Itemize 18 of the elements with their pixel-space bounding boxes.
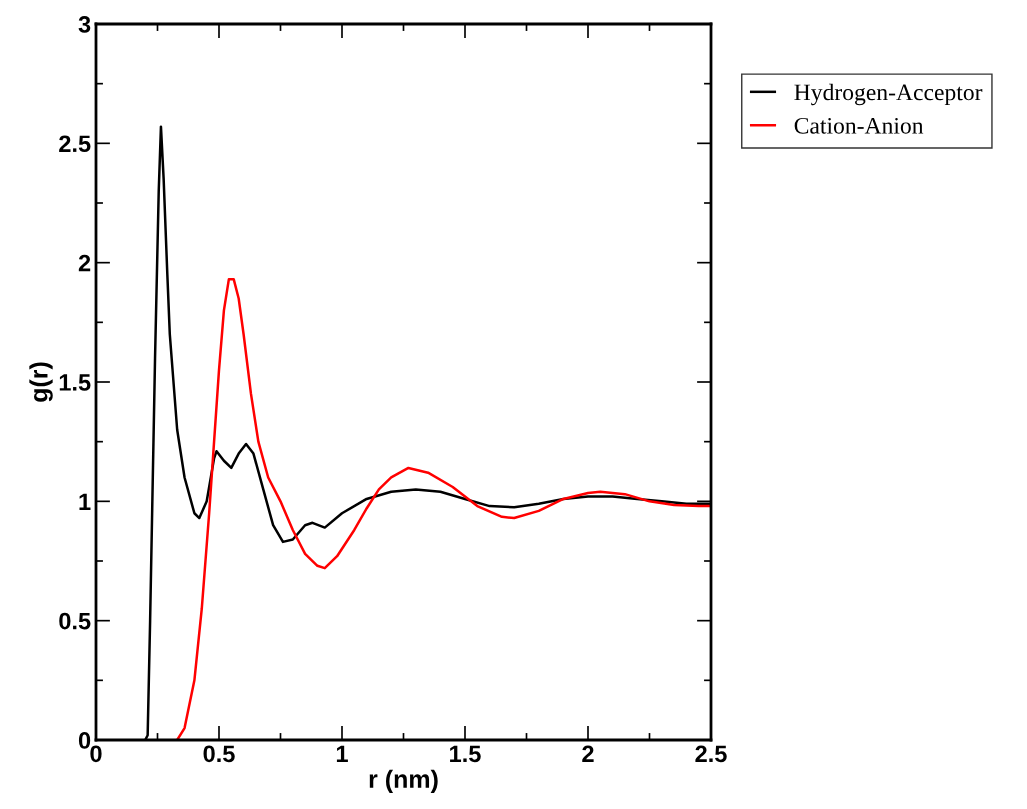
legend-label: Hydrogen-Acceptor (794, 83, 983, 106)
y-tick-label: 3 (78, 16, 91, 33)
x-tick-label: 0.5 (203, 745, 235, 763)
x-tick-label: 2.5 (695, 745, 727, 763)
x-tick-label: 2 (582, 745, 594, 762)
legend-label: Cation-Anion (794, 117, 924, 134)
y-tick-label: 2.5 (59, 135, 91, 153)
line-series (175, 278, 711, 740)
y-tick-label: 0 (78, 732, 91, 749)
y-tick-label: 2 (78, 254, 91, 272)
y-tick-label: 1 (79, 493, 91, 510)
y-axis-title: g(r) (29, 362, 53, 402)
x-tick-label: 1.5 (450, 745, 481, 763)
x-tick-label: 1 (336, 745, 348, 762)
x-axis-title: r (nm) (369, 769, 438, 793)
x-tick-label: 0 (90, 745, 102, 763)
y-tick-label: 0.5 (59, 612, 91, 630)
y-tick-label: 1.5 (59, 374, 91, 391)
